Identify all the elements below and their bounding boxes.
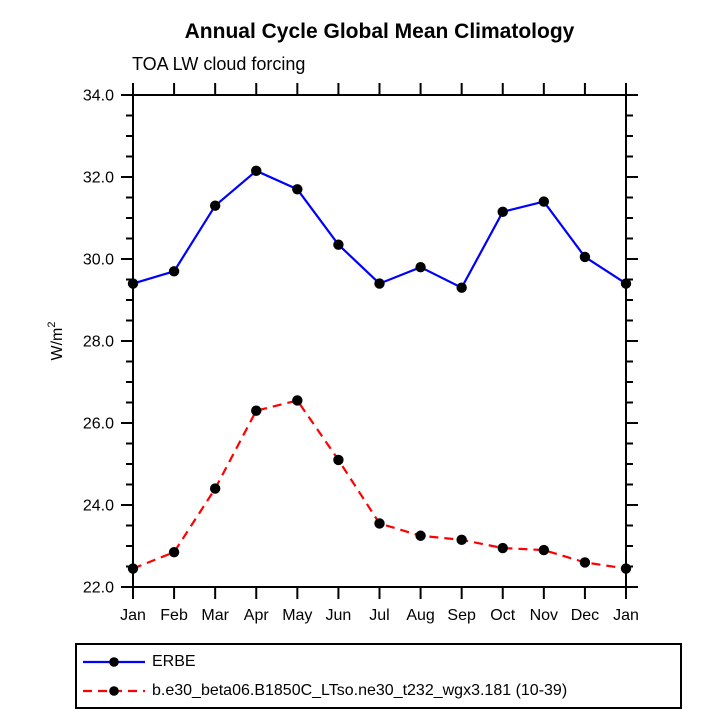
plot-frame xyxy=(132,94,627,588)
series-marker-1 xyxy=(579,557,591,568)
plot-canvas: 22.0 24.0 26.0 28.0 30.0 32.0 34.0 Jan Feb Mar Apr… xyxy=(46,83,639,624)
legend-marker-0 xyxy=(109,656,119,667)
series-line-1 xyxy=(132,399,627,570)
series-marker-0 xyxy=(127,278,139,289)
y-tick-label: 30.0 xyxy=(83,252,114,269)
series-marker-0 xyxy=(456,282,467,293)
x-tick-label: Mar xyxy=(201,607,229,624)
y-tick-label: 28.0 xyxy=(83,334,114,351)
series-marker-0 xyxy=(333,239,344,250)
x-tick-label: Jan xyxy=(120,607,146,624)
x-tick-label: Dec xyxy=(571,607,599,624)
y-tick-label: 24.0 xyxy=(83,498,114,515)
series-marker-1 xyxy=(415,530,426,541)
series-marker-1 xyxy=(497,542,508,554)
series-marker-0 xyxy=(209,200,221,211)
chart-title: Annual Cycle Global Mean Climatology xyxy=(184,20,575,43)
y-tick-label: 34.0 xyxy=(83,88,114,105)
legend-item-0: ERBE xyxy=(77,647,680,676)
x-tick-label: Nov xyxy=(530,607,558,624)
series-marker-0 xyxy=(579,251,591,263)
series-marker-1 xyxy=(374,518,385,529)
x-tick-label: Jul xyxy=(369,607,389,624)
series-marker-1 xyxy=(127,563,139,574)
legend-line-sample-1 xyxy=(83,685,145,696)
x-tick-label: May xyxy=(282,607,312,624)
x-tick-label: Apr xyxy=(244,607,270,624)
series-line-0 xyxy=(132,169,627,290)
x-tick-label: Oct xyxy=(490,607,515,624)
series-marker-1 xyxy=(333,454,344,466)
y-tick-label: 22.0 xyxy=(83,580,114,597)
x-tick-label: Aug xyxy=(406,607,434,624)
series-marker-1 xyxy=(620,563,632,574)
series-marker-0 xyxy=(538,196,550,207)
x-tick-label: Jan xyxy=(613,607,639,624)
y-axis-unit-label: W/m2 xyxy=(46,322,66,361)
legend-item-1: b.e30_beta06.B1850C_LTso.ne30_t232_wgx3.… xyxy=(77,676,680,705)
legend-label-1: b.e30_beta06.B1850C_LTso.ne30_t232_wgx3.… xyxy=(152,681,568,699)
series-marker-1 xyxy=(209,483,221,494)
legend-line-sample-0 xyxy=(83,656,145,667)
series-marker-0 xyxy=(620,278,632,289)
x-tick-label: Sep xyxy=(447,607,476,624)
legend-marker-1 xyxy=(109,685,119,696)
series-marker-0 xyxy=(292,184,303,195)
series-marker-0 xyxy=(415,262,426,273)
x-tick-label: Jun xyxy=(326,607,352,624)
series-marker-0 xyxy=(168,266,180,277)
series-marker-0 xyxy=(251,165,262,177)
series-marker-0 xyxy=(374,278,385,289)
y-tick-label: 32.0 xyxy=(83,170,114,187)
legend-box: ERBE b.e30_beta06.B1850C_LTso.ne30_t232_w… xyxy=(75,643,682,709)
chart-subtitle: TOA LW cloud forcing xyxy=(132,54,306,74)
series-marker-1 xyxy=(538,544,550,556)
x-tick-label: Feb xyxy=(160,607,188,624)
series-marker-1 xyxy=(168,546,180,558)
series-marker-1 xyxy=(292,395,303,406)
series-marker-1 xyxy=(251,405,262,416)
series-marker-0 xyxy=(497,206,508,218)
legend-label-0: ERBE xyxy=(152,652,196,670)
series-marker-1 xyxy=(456,534,467,546)
y-tick-label: 26.0 xyxy=(83,416,114,433)
